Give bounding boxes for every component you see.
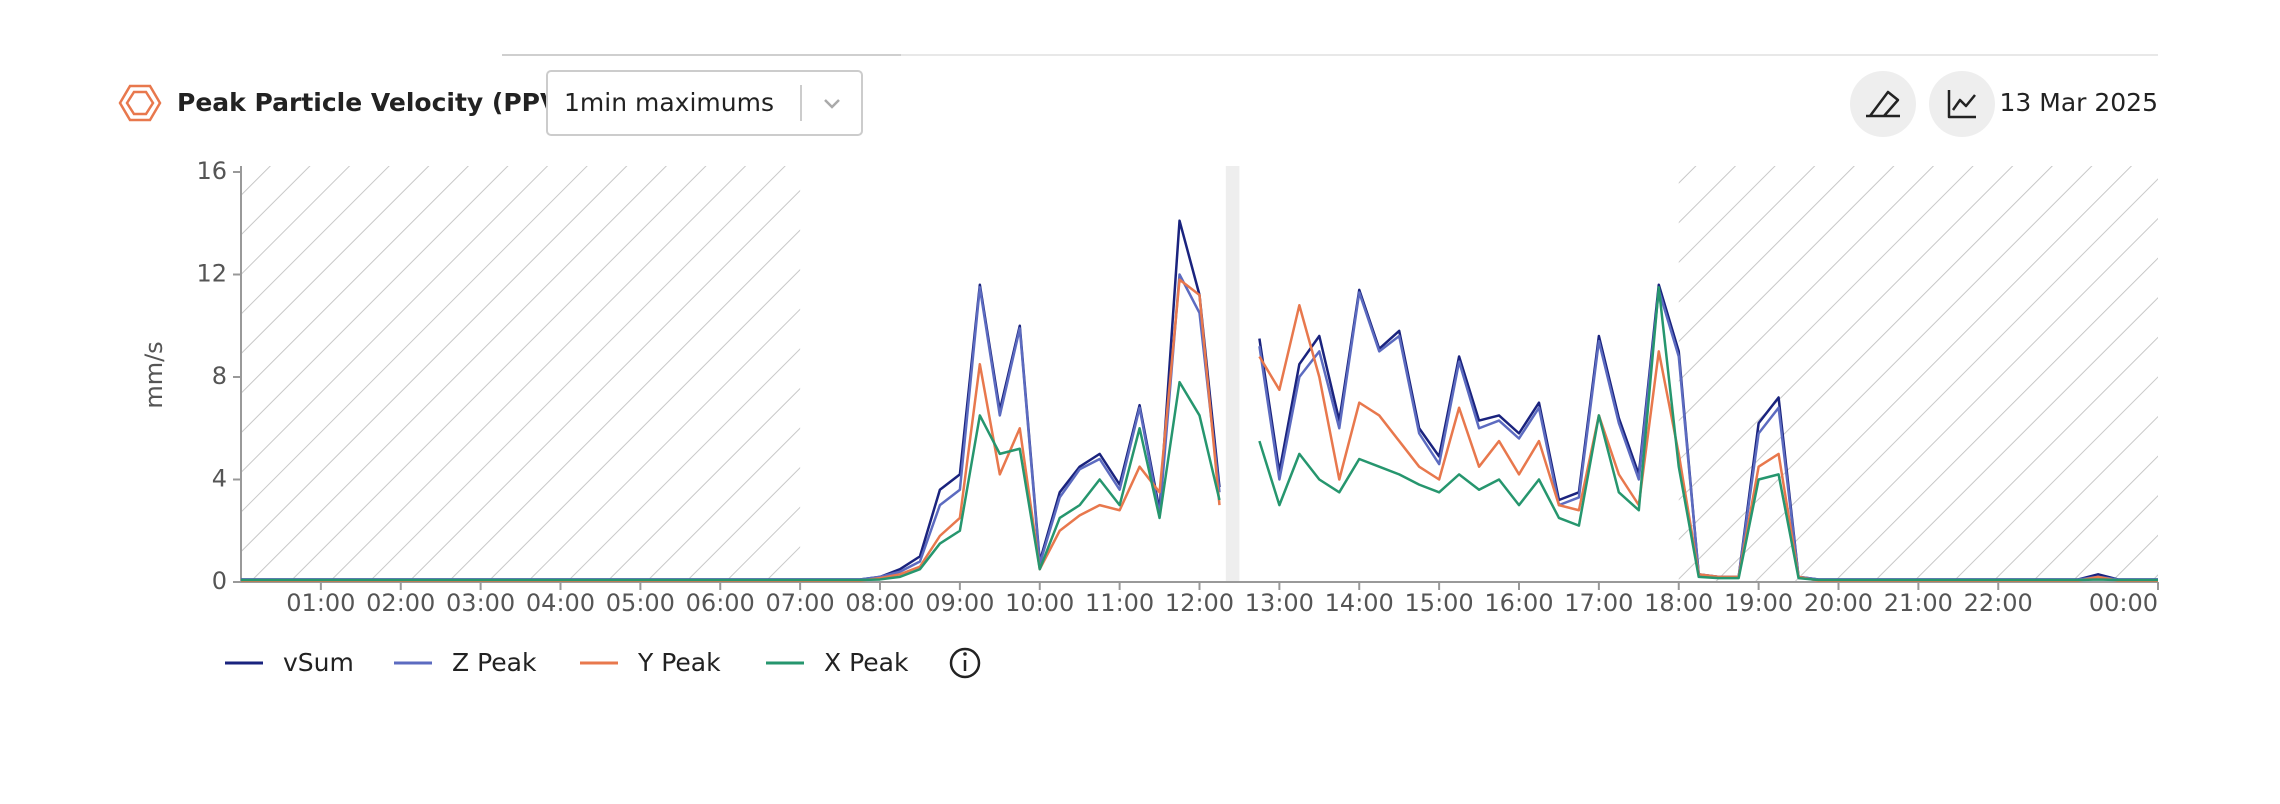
plot: 0 4 8 12 16 01:00 02:00 03:00 04:00 05:00 06:00 07:…: [196, 157, 2159, 617]
x-tick-label: 11:00: [1085, 589, 1154, 617]
x-tick-label: 17:00: [1564, 589, 1633, 617]
x-tick-label: 02:00: [366, 589, 435, 617]
x-tick-label: 03:00: [446, 589, 515, 617]
x-tick-label: 22:00: [1964, 589, 2033, 617]
x-tick-label: 20:00: [1804, 589, 1873, 617]
legend-label: Y Peak: [637, 648, 721, 677]
legend-label: Z Peak: [452, 648, 537, 677]
y-tick-label: 4: [212, 465, 227, 493]
legend: vSum Z Peak Y Peak X Peak: [225, 648, 909, 677]
y-axis-label: mm/s: [140, 341, 168, 408]
info-icon[interactable]: [949, 647, 981, 679]
logo: [118, 84, 162, 122]
x-tick-label: 00:00: [2089, 589, 2158, 617]
x-tick-label: 15:00: [1405, 589, 1474, 617]
y-tick-label: 16: [196, 157, 227, 185]
y-tick-label: 8: [212, 362, 227, 390]
series-line: [241, 286, 2158, 582]
x-tick-label: 19:00: [1724, 589, 1793, 617]
x-tick-label: 08:00: [845, 589, 914, 617]
x-tick-label: 05:00: [606, 589, 675, 617]
x-tick-label: 07:00: [766, 589, 835, 617]
y-tick-label: 0: [212, 567, 227, 595]
x-tick-label: 10:00: [1005, 589, 1074, 617]
off-hours-band: [241, 166, 801, 582]
x-tick-label: 21:00: [1884, 589, 1953, 617]
panel-title: Peak Particle Velocity (PPV): [177, 88, 571, 117]
x-tick-label: 18:00: [1644, 589, 1713, 617]
y-tick-label: 12: [196, 260, 227, 288]
x-tick-label: 16:00: [1484, 589, 1553, 617]
x-tick-label: 06:00: [686, 589, 755, 617]
chart-button[interactable]: [1929, 71, 1995, 137]
x-tick-label: 09:00: [925, 589, 994, 617]
dropdown-value: 1min maximums: [564, 88, 774, 117]
x-tick-label: 14:00: [1325, 589, 1394, 617]
x-tick-label: 13:00: [1245, 589, 1314, 617]
legend-label: X Peak: [824, 648, 909, 677]
data-gap-band: [1225, 166, 1240, 582]
dropdown[interactable]: 1min maximums: [546, 70, 863, 136]
off-hours-band: [1678, 166, 2158, 582]
x-tick-label: 12:00: [1165, 589, 1234, 617]
legend-label: vSum: [283, 648, 354, 677]
eraser-button[interactable]: [1850, 71, 1916, 137]
x-tick-label: 01:00: [286, 589, 355, 617]
date: 13 Mar 2025: [2000, 88, 2159, 117]
x-tick-label: 04:00: [526, 589, 595, 617]
